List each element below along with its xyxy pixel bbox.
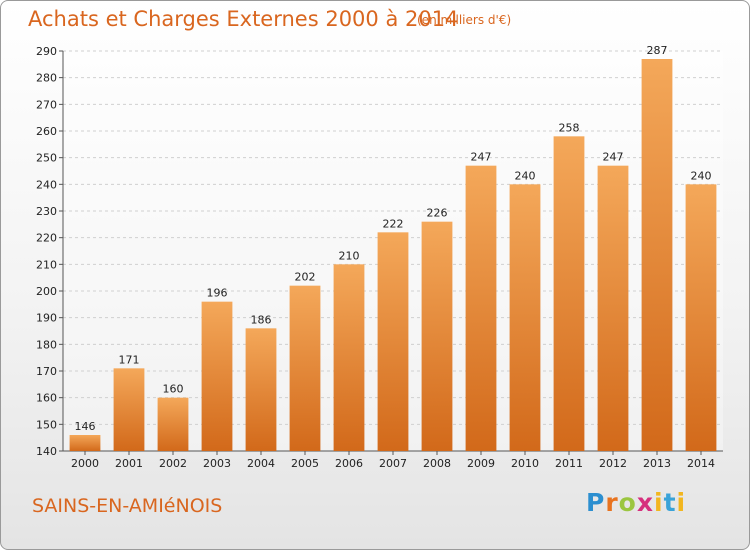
bar-value-label: 226 xyxy=(427,207,448,220)
bar xyxy=(113,368,145,451)
y-tick-label: 190 xyxy=(36,312,57,325)
bar-value-label: 210 xyxy=(339,249,360,262)
y-tick-label: 140 xyxy=(36,445,57,458)
bar xyxy=(685,184,717,452)
y-tick-label: 210 xyxy=(36,258,57,271)
bar-value-label: 186 xyxy=(251,313,272,326)
y-tick-label: 170 xyxy=(36,365,57,378)
bar xyxy=(157,397,189,451)
x-tick-label: 2013 xyxy=(643,457,671,470)
bar-value-label: 202 xyxy=(295,271,316,284)
bar-value-label: 196 xyxy=(207,287,228,300)
bar xyxy=(597,165,629,451)
y-tick-label: 180 xyxy=(36,338,57,351)
logo-letter: t xyxy=(663,488,677,517)
y-tick-label: 160 xyxy=(36,392,57,405)
x-tick-label: 2006 xyxy=(335,457,363,470)
bar-value-label: 240 xyxy=(691,169,712,182)
x-tick-label: 2011 xyxy=(555,457,583,470)
x-tick-label: 2005 xyxy=(291,457,319,470)
x-tick-label: 2007 xyxy=(379,457,407,470)
bar xyxy=(69,435,101,451)
y-tick-label: 290 xyxy=(36,45,57,58)
y-tick-label: 200 xyxy=(36,285,57,298)
bar xyxy=(201,301,233,451)
bar-value-label: 171 xyxy=(119,353,140,366)
x-tick-label: 2004 xyxy=(247,457,275,470)
bar-value-label: 240 xyxy=(515,169,536,182)
logo-letter: i xyxy=(676,488,687,517)
bar xyxy=(333,264,365,451)
y-tick-label: 250 xyxy=(36,152,57,165)
bar xyxy=(553,136,585,452)
commune-name: SAINS-EN-AMIéNOIS xyxy=(32,495,223,517)
bar-value-label: 222 xyxy=(383,217,404,230)
bar xyxy=(245,328,277,451)
x-tick-label: 2008 xyxy=(423,457,451,470)
x-tick-label: 2010 xyxy=(511,457,539,470)
logo-letter: o xyxy=(618,488,637,517)
chart-title: Achats et Charges Externes 2000 à 2014 xyxy=(28,7,459,31)
y-tick-label: 220 xyxy=(36,232,57,245)
bar xyxy=(289,285,321,451)
bar xyxy=(421,221,453,451)
bar-value-label: 146 xyxy=(75,420,96,433)
unit-note: (en milliers d'€) xyxy=(417,13,512,27)
y-tick-label: 240 xyxy=(36,178,57,191)
x-tick-label: 2009 xyxy=(467,457,495,470)
bar-value-label: 160 xyxy=(163,383,184,396)
x-tick-label: 2001 xyxy=(115,457,143,470)
y-tick-label: 280 xyxy=(36,72,57,85)
bar-value-label: 258 xyxy=(559,121,580,134)
bar xyxy=(377,232,409,451)
x-tick-label: 2002 xyxy=(159,457,187,470)
bar xyxy=(641,59,673,451)
bar-value-label: 287 xyxy=(647,44,668,57)
bar-value-label: 247 xyxy=(471,151,492,164)
bar-value-label: 247 xyxy=(603,151,624,164)
logo-letter: P xyxy=(586,488,606,517)
bar xyxy=(465,165,497,451)
logo-letter: i xyxy=(654,488,664,517)
y-tick-label: 230 xyxy=(36,205,57,218)
x-tick-label: 2000 xyxy=(71,457,99,470)
y-tick-label: 270 xyxy=(36,98,57,111)
bar xyxy=(509,184,541,452)
y-tick-label: 150 xyxy=(36,418,57,431)
logo-letter: r xyxy=(605,488,619,517)
proxiti-logo: Proxiti xyxy=(586,488,686,517)
x-tick-label: 2012 xyxy=(599,457,627,470)
logo-letter: x xyxy=(636,488,654,517)
x-tick-label: 2003 xyxy=(203,457,231,470)
y-tick-label: 260 xyxy=(36,125,57,138)
x-tick-label: 2014 xyxy=(687,457,715,470)
